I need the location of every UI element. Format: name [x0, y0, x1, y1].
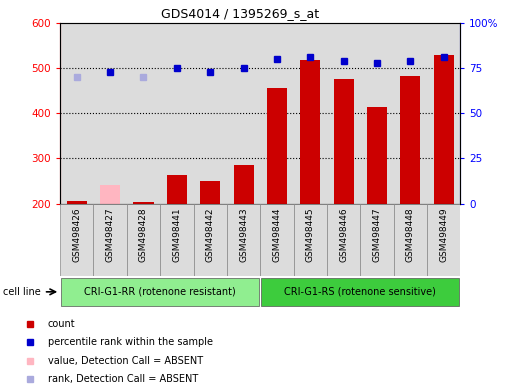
Bar — [427, 204, 460, 276]
Text: GSM498444: GSM498444 — [272, 207, 281, 262]
Bar — [60, 204, 94, 276]
Bar — [400, 76, 420, 204]
Text: GSM498447: GSM498447 — [372, 207, 381, 262]
Bar — [167, 175, 187, 204]
Bar — [227, 204, 260, 276]
Text: cell line: cell line — [3, 287, 40, 297]
Text: value, Detection Call = ABSENT: value, Detection Call = ABSENT — [48, 356, 203, 366]
Text: count: count — [48, 319, 75, 329]
Bar — [260, 204, 293, 276]
Bar — [200, 181, 220, 204]
Text: CRI-G1-RR (rotenone resistant): CRI-G1-RR (rotenone resistant) — [84, 287, 236, 297]
Bar — [194, 204, 227, 276]
Bar — [293, 204, 327, 276]
Bar — [94, 204, 127, 276]
Bar — [360, 204, 393, 276]
Text: rank, Detection Call = ABSENT: rank, Detection Call = ABSENT — [48, 374, 198, 384]
Bar — [61, 278, 259, 306]
Text: GSM498427: GSM498427 — [106, 207, 115, 262]
Title: GDS4014 / 1395269_s_at: GDS4014 / 1395269_s_at — [161, 7, 319, 20]
Text: GSM498446: GSM498446 — [339, 207, 348, 262]
Text: GSM498449: GSM498449 — [439, 207, 448, 262]
Text: GSM498428: GSM498428 — [139, 207, 148, 262]
Text: GSM498443: GSM498443 — [239, 207, 248, 262]
Bar — [394, 204, 427, 276]
Bar — [100, 185, 120, 204]
Bar — [233, 165, 254, 204]
Bar — [334, 79, 354, 204]
Text: GSM498442: GSM498442 — [206, 207, 214, 262]
Text: GSM498445: GSM498445 — [306, 207, 315, 262]
Bar — [127, 204, 160, 276]
Bar — [67, 201, 87, 204]
Text: GSM498426: GSM498426 — [72, 207, 81, 262]
Bar — [160, 204, 194, 276]
Bar — [367, 107, 387, 204]
Text: percentile rank within the sample: percentile rank within the sample — [48, 338, 213, 348]
Text: GSM498441: GSM498441 — [173, 207, 181, 262]
Bar — [133, 202, 154, 204]
Bar — [261, 278, 459, 306]
Text: CRI-G1-RS (rotenone sensitive): CRI-G1-RS (rotenone sensitive) — [285, 287, 436, 297]
Text: GSM498448: GSM498448 — [406, 207, 415, 262]
Bar — [300, 60, 320, 204]
Bar — [327, 204, 360, 276]
Bar — [434, 55, 453, 204]
Bar — [267, 88, 287, 204]
